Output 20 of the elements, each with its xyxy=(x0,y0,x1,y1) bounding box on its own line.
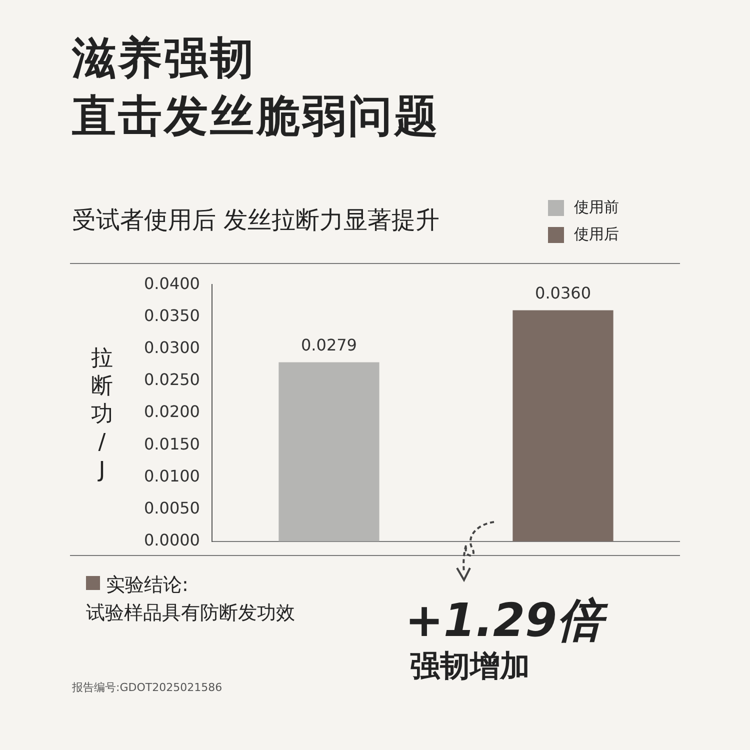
text: 报告编号:GDOT2025021586 xyxy=(72,680,222,695)
data-label: 0.0279 xyxy=(300,335,357,354)
y-tick-label: 0.0050 xyxy=(144,498,200,518)
y-tick-label: 0.0350 xyxy=(144,306,200,325)
data-label: 0.0360 xyxy=(535,283,591,302)
y-tick-label: 0.0200 xyxy=(144,402,200,422)
y-tick-label: 0.0100 xyxy=(144,466,200,486)
text: 实验结论: xyxy=(106,573,188,598)
text: 强韧增加 xyxy=(410,648,530,686)
y-tick-label: 0.0300 xyxy=(144,338,200,357)
y-tick-label: 0.0250 xyxy=(144,370,200,390)
y-tick-label: 0.0400 xyxy=(144,274,200,293)
text: 试验样品具有防断发功效 xyxy=(86,601,295,626)
legend-label: 使用前 xyxy=(574,198,619,217)
y-axis-title: 拉断功/J xyxy=(90,345,114,485)
legend-label: 使用后 xyxy=(574,225,619,244)
chart-title: 滋养强韧直击发丝脆弱问题 xyxy=(72,32,441,144)
y-tick-label: 0.0000 xyxy=(144,530,200,550)
y-tick-label: 0.0150 xyxy=(144,434,200,454)
chart-subtitle: 受试者使用后 发丝拉断力显著提升 xyxy=(72,205,440,236)
